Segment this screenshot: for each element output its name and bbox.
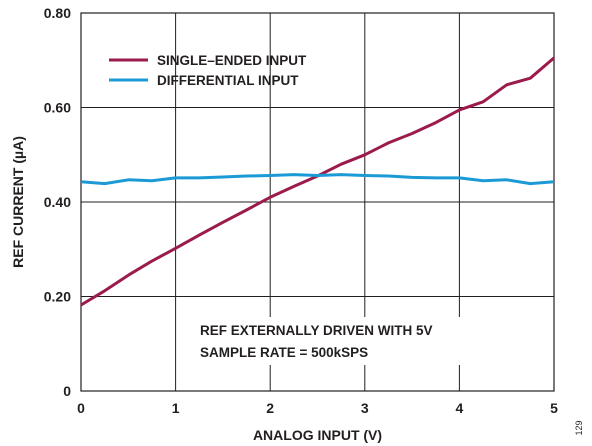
x-axis-title: ANALOG INPUT (V) <box>253 427 382 443</box>
annotation-line-2: SAMPLE RATE = 500kSPS <box>200 345 368 360</box>
y-tick-label: 0.80 <box>44 5 71 21</box>
y-tick-labels: 0 0.20 0.40 0.60 0.80 <box>44 5 71 399</box>
annotation-box: REF EXTERNALLY DRIVEN WITH 5V SAMPLE RAT… <box>192 317 484 365</box>
grid-lines <box>81 13 554 391</box>
x-tick-label: 0 <box>77 400 85 416</box>
series-line-differential <box>80 173 555 186</box>
x-tick-labels: 0 1 2 3 4 5 <box>77 400 558 416</box>
y-tick-label: 0 <box>63 383 71 399</box>
y-tick-label: 0.40 <box>44 194 71 210</box>
figure-id: 129 <box>574 420 584 435</box>
y-axis-title: REF CURRENT (µA) <box>10 136 26 268</box>
x-tick-label: 1 <box>172 400 180 416</box>
legend-label-single-ended: SINGLE–ENDED INPUT <box>157 53 307 68</box>
legend: SINGLE–ENDED INPUT DIFFERENTIAL INPUT <box>109 53 307 88</box>
y-tick-label: 0.20 <box>44 289 71 305</box>
x-tick-label: 3 <box>361 400 369 416</box>
annotation-background <box>192 317 484 365</box>
series-lines <box>80 56 555 307</box>
annotation-line-1: REF EXTERNALLY DRIVEN WITH 5V <box>200 323 433 338</box>
x-tick-label: 2 <box>266 400 274 416</box>
plot-frame <box>80 12 555 392</box>
legend-label-differential: DIFFERENTIAL INPUT <box>157 73 299 88</box>
x-tick-label: 5 <box>550 400 558 416</box>
x-tick-label: 4 <box>456 400 464 416</box>
y-tick-label: 0.60 <box>44 100 71 116</box>
